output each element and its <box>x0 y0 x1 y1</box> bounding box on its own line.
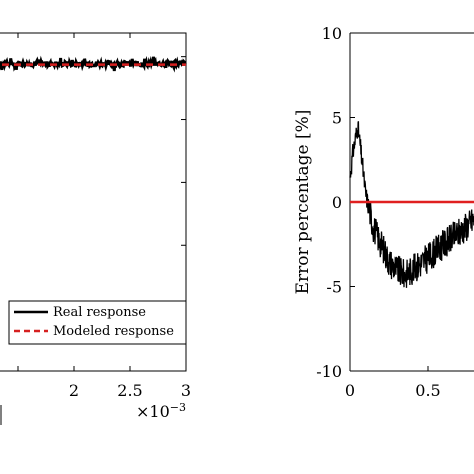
legend-label-modeled: Modeled response <box>53 324 174 339</box>
left-x-tick-label: 2 <box>69 381 79 400</box>
series-error <box>349 121 474 288</box>
right-series <box>349 121 474 288</box>
right-y-tick-label: 0 <box>332 193 342 212</box>
legend-label-real: Real response <box>53 305 146 320</box>
right-x-tick-label: 0.5 <box>415 381 440 400</box>
right-x-ticks: 0 0.5 <box>345 366 441 400</box>
left-series <box>0 55 187 73</box>
left-y-ticks <box>181 56 186 309</box>
left-x-tick-label: 3 <box>181 381 191 400</box>
series-real-response <box>0 55 187 73</box>
right-y-axis-label: Error percentage [%] <box>293 110 313 295</box>
right-y-tick-label: -10 <box>316 362 342 381</box>
left-x-exponent: ×10−3 <box>136 401 186 421</box>
left-plot-frame <box>0 32 187 372</box>
right-y-ticks: 10 5 0 -5 -10 <box>316 24 355 381</box>
left-x-ticks: 2 2.5 3 <box>17 33 191 400</box>
legend: Real response Modeled response <box>8 300 187 345</box>
right-y-tick-label: -5 <box>326 278 342 297</box>
left-plot: 2 2.5 3 ×10−3 Real response Modeled respon… <box>0 32 191 425</box>
right-y-tick-label: 10 <box>322 24 342 43</box>
right-y-tick-label: 5 <box>332 109 342 128</box>
left-x-tick-label: 2.5 <box>117 381 142 400</box>
right-x-tick-label: 0 <box>345 381 355 400</box>
legend-box <box>8 300 187 345</box>
